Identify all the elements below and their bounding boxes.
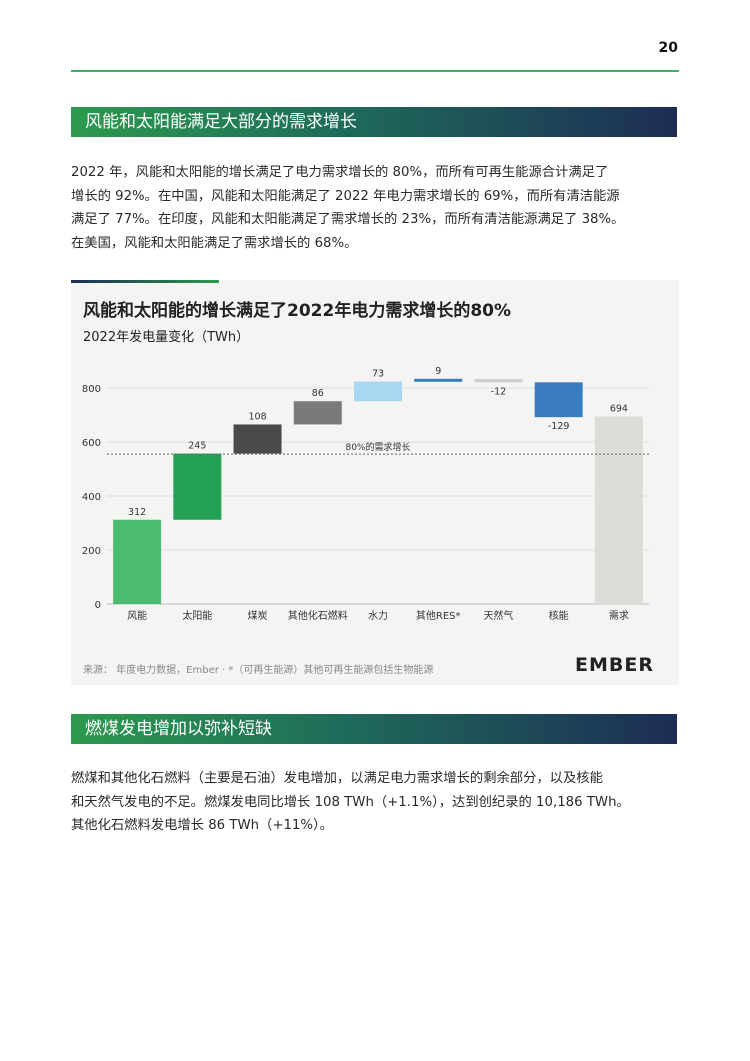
x-tick-label: 核能 (549, 609, 569, 622)
paragraph-line: 增长的 92%。在中国，风能和太阳能满足了 2022 年电力需求增长的 69%，… (71, 188, 620, 204)
section-1-paragraph: 2022 年，风能和太阳能的增长满足了电力需求增长的 80%，而所有可再生能源合… (71, 161, 681, 255)
paragraph-line: 其他化石燃料发电增长 86 TWh（+11%）。 (71, 818, 333, 833)
chart-title: 风能和太阳能的增长满足了2022年电力需求增长的80% (83, 301, 512, 321)
data-label: 9 (435, 366, 441, 377)
x-tick-label: 其他RES* (416, 609, 461, 622)
waterfall-bar (414, 378, 463, 382)
chart-card (71, 280, 679, 685)
x-tick-label: 煤炭 (248, 609, 268, 622)
paragraph-line: 2022 年，风能和太阳能的增长满足了电力需求增长的 80%，而所有可再生能源合… (71, 165, 609, 180)
y-tick-label: 0 (95, 600, 101, 611)
paragraph-line: 和天然气发电的不足。燃煤发电同比增长 108 TWh（+1.1%），达到创纪录的… (71, 794, 630, 810)
waterfall-bar (173, 453, 222, 520)
y-tick-label: 600 (82, 438, 101, 449)
reference-line-label: 80%的需求增长 (345, 441, 410, 453)
data-label: 245 (188, 441, 206, 452)
chart-subtitle: 2022年发电量变化（TWh） (83, 330, 250, 345)
x-tick-label: 太阳能 (182, 609, 212, 622)
x-tick-label: 天然气 (483, 609, 513, 622)
data-label: -129 (548, 421, 570, 432)
data-label: 312 (128, 507, 146, 518)
waterfall-bar (233, 424, 282, 454)
ember-logo: EMBER (575, 654, 654, 676)
waterfall-bar (293, 401, 342, 425)
section-2-paragraph: 燃煤和其他化石燃料（主要是石油）发电增加，以满足电力需求增长的剩余部分，以及核能… (71, 767, 681, 838)
chart-accent-bar (71, 280, 219, 283)
paragraph-line: 在美国，风能和太阳能满足了需求增长的 68%。 (71, 235, 358, 251)
y-tick-label: 200 (82, 546, 101, 557)
waterfall-chart: 0 200 400 600 800 312 风能 245 太阳能 108 煤炭 86 其他化石燃料 73 水… (82, 366, 649, 622)
top-divider (71, 70, 679, 72)
paragraph-line: 燃煤和其他化石燃料（主要是石油）发电增加，以满足电力需求增长的剩余部分，以及核能 (71, 771, 603, 786)
x-tick-label: 其他化石燃料 (288, 609, 348, 622)
x-tick-label: 需求 (609, 610, 629, 622)
y-tick-label: 800 (82, 384, 101, 395)
data-label: 694 (610, 404, 628, 415)
waterfall-bar (354, 381, 402, 402)
page-number: 20 (658, 40, 678, 56)
section-heading-1: 风能和太阳能满足大部分的需求增长 (71, 107, 677, 137)
data-label: 86 (312, 388, 324, 399)
data-label: -12 (491, 386, 507, 397)
y-tick-label: 400 (82, 492, 101, 503)
waterfall-bar (474, 379, 523, 383)
waterfall-bar (594, 416, 643, 604)
x-tick-label: 风能 (127, 609, 147, 622)
paragraph-line: 满足了 77%。在印度，风能和太阳能满足了需求增长的 23%，而所有清洁能源满足… (71, 212, 625, 227)
waterfall-bar (534, 382, 583, 418)
section-heading-2: 燃煤发电增加以弥补短缺 (71, 714, 677, 744)
x-tick-label: 水力 (368, 609, 388, 622)
waterfall-bar (113, 519, 162, 604)
data-label: 73 (372, 369, 384, 380)
chart-source-note: 来源： 年度电力数据，Ember · *（可再生能源）其他可再生能源包括生物能源 (83, 665, 434, 676)
data-label: 108 (248, 411, 266, 422)
